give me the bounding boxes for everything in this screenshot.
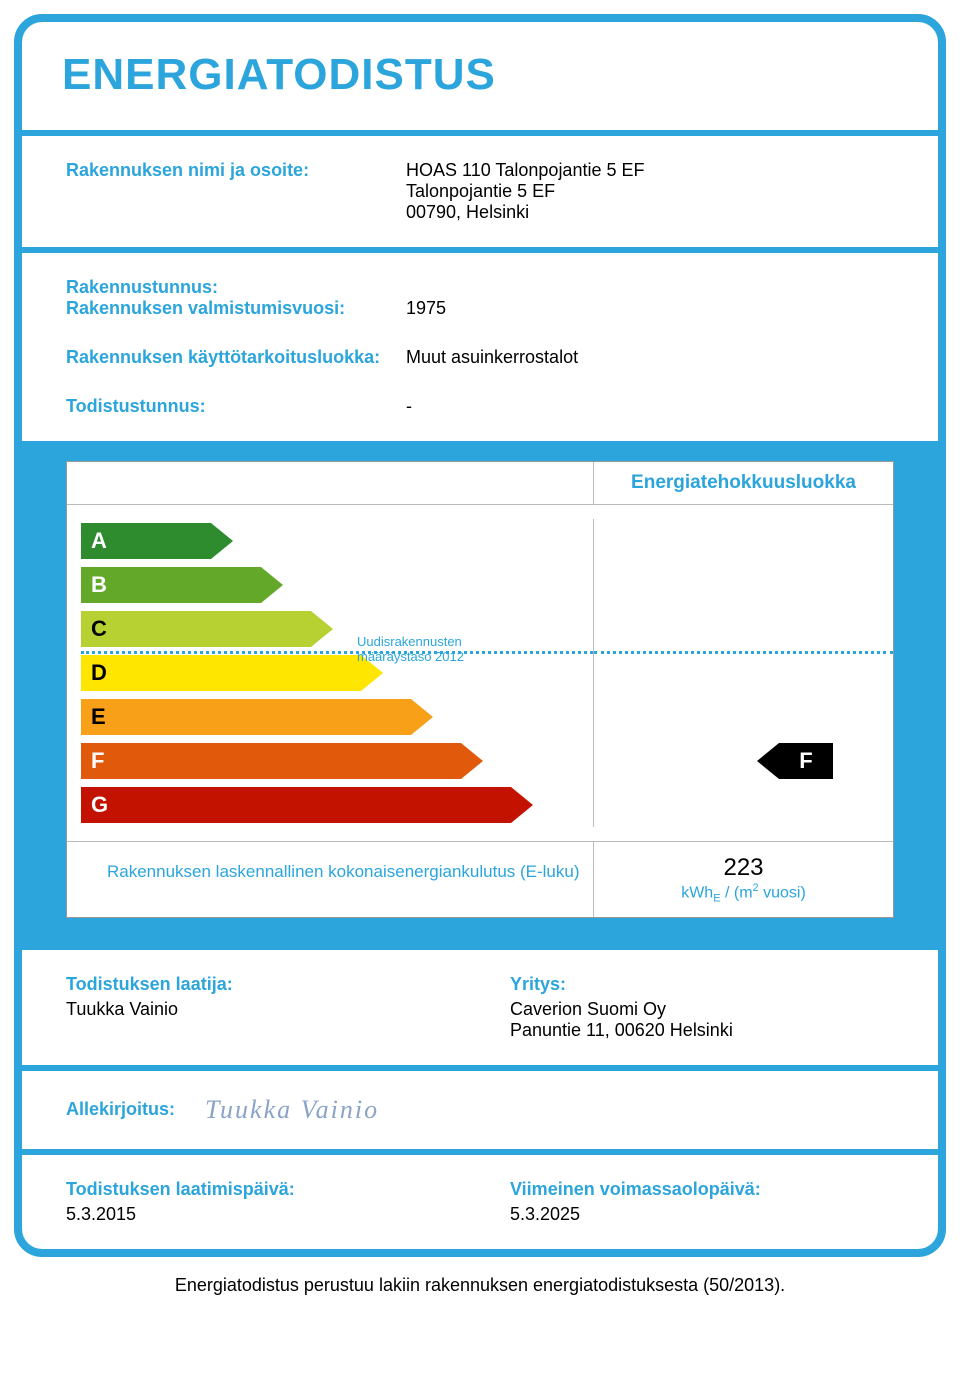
rating-bar-a: A: [81, 519, 593, 563]
dates-panel: Todistuksen laatimispäivä: 5.3.2015 Viim…: [22, 1155, 938, 1249]
valid-date-label: Viimeinen voimassaolopäivä:: [510, 1179, 894, 1200]
building-id-label: Rakennustunnus:: [66, 277, 406, 298]
author-label: Todistuksen laatija:: [66, 974, 450, 995]
rating-indicator-column: F: [593, 519, 893, 827]
rating-bars-column: ABCDEFG Uudisrakennustenmääräystaso 2012: [67, 519, 593, 827]
author-name: Tuukka Vainio: [66, 999, 450, 1020]
new-building-annotation: Uudisrakennustenmääräystaso 2012: [357, 635, 464, 665]
document-root: ENERGIATODISTUS Rakennuksen nimi ja osoi…: [0, 0, 960, 1316]
company-address: Panuntie 11, 00620 Helsinki: [510, 1020, 894, 1041]
company-label: Yritys:: [510, 974, 894, 995]
rating-bar-c: C: [81, 607, 593, 651]
valid-date-value: 5.3.2025: [510, 1204, 894, 1225]
rating-bar-e: E: [81, 695, 593, 739]
company-name: Caverion Suomi Oy: [510, 999, 894, 1020]
building-meta-panel: Rakennustunnus: Rakennuksen valmistumisv…: [22, 253, 938, 441]
building-street: Talonpojantie 5 EF: [406, 181, 644, 202]
cert-id-label: Todistustunnus:: [66, 396, 406, 417]
document-title: ENERGIATODISTUS: [62, 50, 898, 100]
footer-law-text: Energiatodistus perustuu lakiin rakennuk…: [14, 1257, 946, 1302]
energy-chart-panel: Energiatehokkuusluokka ABCDEFGUudisraken…: [22, 447, 938, 944]
issued-date-value: 5.3.2015: [66, 1204, 450, 1225]
issued-date-label: Todistuksen laatimispäivä:: [66, 1179, 450, 1200]
certificate-frame: ENERGIATODISTUS Rakennuksen nimi ja osoi…: [14, 14, 946, 1257]
building-city: 00790, Helsinki: [406, 202, 644, 223]
purpose-label: Rakennuksen käyttötarkoitusluokka:: [66, 347, 406, 368]
rating-bar-f: F: [81, 739, 593, 783]
e-value-label: Rakennuksen laskennallinen kokonaisenerg…: [67, 842, 593, 917]
rating-bar-b: B: [81, 563, 593, 607]
year-value: 1975: [406, 298, 446, 319]
new-building-divider: [81, 651, 593, 654]
name-address-label: Rakennuksen nimi ja osoite:: [66, 160, 406, 223]
e-value-unit: kWhE / (m2 vuosi): [598, 882, 889, 905]
purpose-value: Muut asuinkerrostalot: [406, 347, 578, 368]
cert-id-value: -: [406, 396, 412, 417]
title-panel: ENERGIATODISTUS: [22, 22, 938, 130]
energy-chart: Energiatehokkuusluokka ABCDEFGUudisraken…: [66, 461, 894, 918]
e-value: 223: [598, 854, 889, 882]
current-rating-arrow: F: [757, 743, 833, 779]
rating-bar-d: D: [81, 651, 593, 695]
building-name: HOAS 110 Talonpojantie 5 EF: [406, 160, 644, 181]
rating-bar-g: G: [81, 783, 593, 827]
new-building-divider-right: [594, 651, 893, 654]
signature-label: Allekirjoitus:: [66, 1099, 175, 1120]
signature-panel: Allekirjoitus: Tuukka Vainio: [22, 1071, 938, 1149]
signature-image: Tuukka Vainio: [205, 1095, 379, 1125]
year-label: Rakennuksen valmistumisvuosi:: [66, 298, 406, 319]
chart-header-label: Energiatehokkuusluokka: [593, 462, 893, 504]
building-name-panel: Rakennuksen nimi ja osoite: HOAS 110 Tal…: [22, 136, 938, 247]
issuer-panel: Todistuksen laatija: Tuukka Vainio Yrity…: [22, 950, 938, 1065]
